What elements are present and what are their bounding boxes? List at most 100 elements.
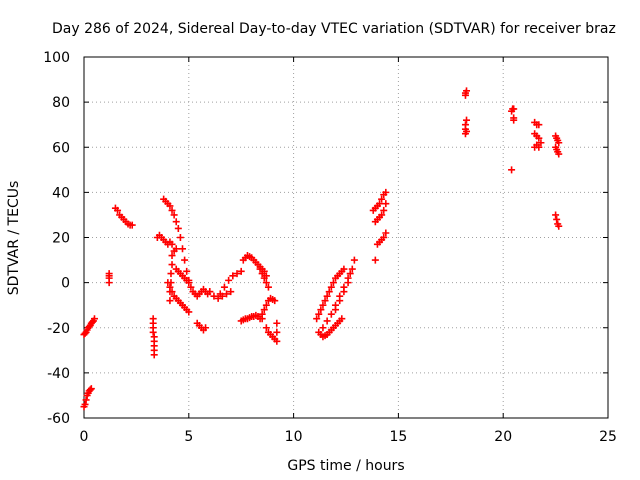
data-series (239, 252, 270, 280)
data-point (172, 245, 180, 253)
data-point (227, 288, 235, 296)
data-points (80, 87, 563, 411)
data-point (346, 270, 354, 278)
data-series (193, 319, 210, 334)
data-point (81, 400, 89, 408)
data-point (555, 150, 563, 158)
data-point (176, 234, 184, 241)
data-point (323, 317, 331, 325)
data-series (552, 132, 563, 230)
data-series (371, 229, 390, 264)
data-point (325, 288, 333, 296)
y-tick-label: 20 (52, 231, 70, 247)
data-point (382, 229, 390, 237)
data-point (128, 221, 136, 229)
data-point (380, 234, 388, 241)
data-point (225, 276, 233, 284)
data-point (168, 252, 176, 260)
x-tick-label: 15 (389, 429, 407, 445)
data-point (214, 294, 222, 302)
data-point (262, 301, 270, 309)
data-point (380, 206, 388, 214)
data-point (260, 274, 268, 282)
data-point (179, 245, 187, 253)
data-point (166, 202, 174, 210)
data-point (350, 256, 358, 264)
data-series (262, 319, 281, 345)
y-tick-label: 60 (52, 140, 70, 156)
data-point (508, 166, 516, 174)
data-series (149, 315, 158, 359)
data-series (237, 311, 266, 325)
data-point (463, 127, 471, 135)
data-point (323, 292, 331, 300)
y-tick-label: -20 (47, 321, 70, 337)
data-point (264, 283, 272, 291)
data-series (256, 265, 272, 291)
y-tick-label: -40 (47, 366, 70, 382)
data-point (327, 283, 335, 291)
data-series (371, 200, 390, 226)
data-series (105, 270, 113, 287)
data-series (369, 188, 390, 214)
data-point (273, 319, 281, 327)
data-point (229, 272, 237, 280)
data-series (153, 231, 176, 248)
data-point (510, 116, 518, 124)
x-tick-label: 20 (494, 429, 512, 445)
data-point (463, 116, 471, 124)
data-point (378, 211, 386, 219)
data-series (313, 265, 348, 323)
data-point (172, 218, 180, 226)
data-point (220, 283, 228, 291)
data-point (82, 396, 90, 404)
data-point (258, 310, 266, 318)
data-point (348, 265, 356, 273)
data-point (216, 290, 224, 298)
data-point (223, 290, 231, 298)
y-axis-label: SDTVAR / TECUs (6, 181, 22, 296)
data-series (80, 315, 98, 339)
data-point (319, 301, 327, 309)
data-point (321, 297, 329, 305)
data-point (317, 306, 325, 314)
x-tick-label: 25 (599, 429, 617, 445)
data-point (258, 270, 266, 278)
data-point (273, 337, 281, 345)
data-point (86, 386, 94, 394)
y-tick-label: 80 (52, 95, 70, 111)
data-point (262, 279, 270, 287)
chart-title: Day 286 of 2024, Sidereal Day-to-day VTE… (52, 21, 616, 37)
data-point (260, 306, 268, 314)
data-series (319, 270, 354, 332)
data-point (338, 315, 346, 323)
data-point (167, 270, 175, 278)
data-point (273, 328, 281, 336)
data-point (87, 385, 95, 393)
data-series (461, 87, 471, 138)
data-point (167, 279, 175, 287)
data-point (552, 211, 560, 219)
data-series (166, 245, 180, 305)
data-point (510, 105, 518, 113)
x-axis-label: GPS time / hours (287, 458, 404, 474)
data-point (535, 134, 543, 142)
data-point (181, 256, 189, 264)
data-point (555, 222, 563, 230)
data-point (340, 288, 348, 296)
data-point (183, 267, 191, 275)
data-series (531, 118, 545, 151)
data-point (168, 240, 176, 248)
axes-ticks: 0 5 10 15 20 25 -60 -40 -20 0 20 40 60 80 100 (43, 50, 617, 445)
data-point (378, 195, 386, 203)
data-point (555, 139, 563, 147)
data-series (332, 256, 358, 314)
data-point (535, 121, 543, 129)
data-point (382, 188, 390, 196)
data-series (258, 294, 279, 318)
data-point (149, 328, 157, 336)
data-point (202, 324, 210, 332)
y-tick-label: 100 (43, 50, 70, 66)
data-point (371, 256, 379, 264)
data-point (319, 324, 327, 332)
